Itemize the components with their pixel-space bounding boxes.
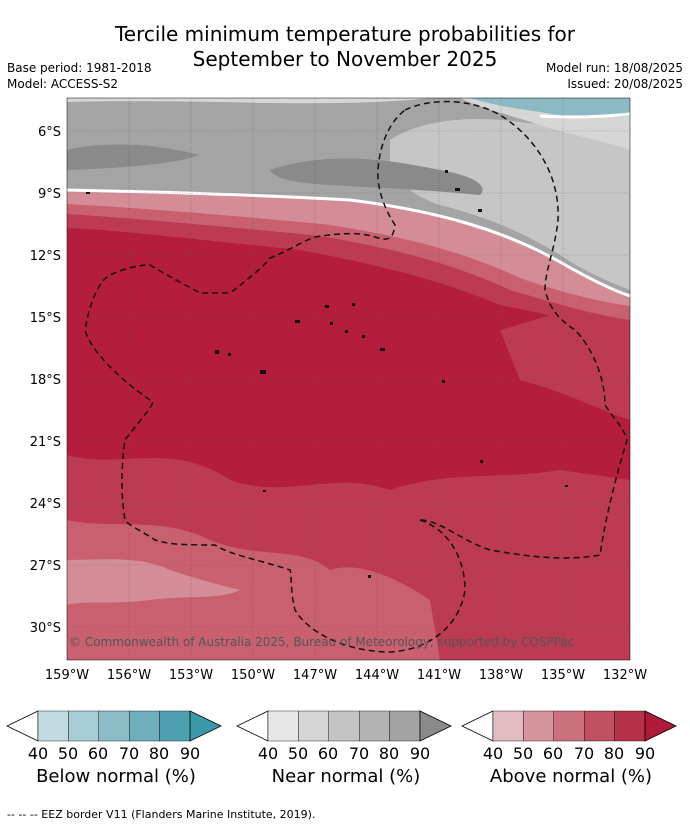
colorbar-segment [492,710,524,742]
region-below-60-ne [470,98,630,118]
title-line-2: September to November 2025 [192,47,498,71]
legend-tick: 60 [87,744,109,763]
region-above-60-north [67,190,630,306]
map-gridlines [67,98,630,660]
legend-ticks-below: 40 50 60 70 80 90 [6,744,226,764]
colorbar-segment [128,710,160,742]
legend-tick: 80 [603,744,625,763]
colorbar-segment [267,710,299,742]
lon-label-135w: 135°W [541,668,585,683]
tercile-boundary-line [67,188,630,298]
title-line-1: Tercile minimum temperature probabilitie… [114,22,576,46]
region-near-90-west [67,144,200,170]
forecast-map: © Commonwealth of Australia 2025, Bureau… [30,97,647,683]
lon-label-159w: 159°W [45,668,89,683]
chart-title: Tercile minimum temperature probabilitie… [0,22,690,72]
model-name: Model: ACCESS-S2 [7,77,119,91]
colorbar-segment [298,710,330,742]
lon-label-138w: 138°W [479,668,523,683]
region-near-60-upper [390,119,630,290]
legend-ticks-above: 40 50 60 70 80 90 [461,744,681,764]
colorbar-segment [389,710,421,742]
legend-tick: 70 [573,744,595,763]
tercile-boundary-line-ne [539,112,630,119]
region-near-90-band [270,158,483,195]
lat-label-12s: 12°S [30,249,61,264]
lat-label-9s: 9°S [38,187,61,202]
legend-tick: 50 [512,744,534,763]
map-fill-layer [67,98,630,660]
colorbar-segment [553,710,585,742]
legend-tick: 80 [378,744,400,763]
colorbar-above [461,710,677,742]
legend-below-normal: 40 50 60 70 80 90 Below normal (%) [6,708,226,787]
colorbar-extend-low [6,710,39,742]
meta-left: Base period: 1981-2018 Model: ACCESS-S2 [7,60,152,92]
region-above-80-east [500,307,630,420]
islands [86,170,568,578]
legend-near-normal: 40 50 60 70 80 90 Near normal (%) [236,708,456,787]
lon-label-156w: 156°W [107,668,151,683]
legend-tick: 50 [287,744,309,763]
lat-label-18s: 18°S [30,373,61,388]
region-near-50-top [67,98,430,104]
colorbar-extend-high [189,710,222,742]
colorbar-segment [98,710,130,742]
legend-tick: 40 [482,744,504,763]
legend-tick: 80 [148,744,170,763]
eez-footnote: -- -- -- EEZ border V11 (Flanders Marine… [7,808,316,821]
lon-label-147w: 147°W [293,668,337,683]
legend-tick: 50 [57,744,79,763]
lat-label-15s: 15°S [30,311,61,326]
colorbar-segment [523,710,555,742]
colorbar-extend-low [461,710,494,742]
legend-tick: 40 [27,744,49,763]
legend-tick: 70 [348,744,370,763]
issued-date: Issued: 20/08/2025 [567,77,683,91]
legend-tick: 40 [257,744,279,763]
colorbar-extend-low [236,710,269,742]
legend-tick: 60 [317,744,339,763]
legend-title-below: Below normal (%) [36,766,196,787]
legend-title-near: Near normal (%) [271,766,421,787]
legend-tick: 70 [118,744,140,763]
colorbar-segment [583,710,615,742]
lon-label-144w: 144°W [355,668,399,683]
lon-label-141w: 141°W [417,668,461,683]
colorbar-segment [68,710,100,742]
colorbar-segment [614,710,646,742]
lat-label-24s: 24°S [30,497,61,512]
legend-above-normal: 40 50 60 70 80 90 Above normal (%) [461,708,681,787]
lon-label-150w: 150°W [231,668,275,683]
region-above-70-south [67,520,440,660]
legend-tick: 90 [634,744,656,763]
lat-label-30s: 30°S [30,621,61,636]
legend-title-above: Above normal (%) [489,766,653,787]
colorbar-below [6,710,222,742]
region-above-80-north [67,205,630,330]
meta-right: Model run: 18/08/2025 Issued: 20/08/2025 [546,60,683,92]
lat-label-21s: 21°S [30,435,61,450]
colorbar-segment [159,710,191,742]
colorbar-segment [37,710,69,742]
model-run-date: Model run: 18/08/2025 [545,61,683,75]
base-period: Base period: 1981-2018 [7,61,152,75]
colorbar-segment [328,710,360,742]
lat-label-27s: 27°S [30,559,61,574]
copyright-text: © Commonwealth of Australia 2025, Bureau… [69,635,574,649]
legend-ticks-near: 40 50 60 70 80 90 [236,744,456,764]
colorbar-segment [358,710,390,742]
legend-tick: 60 [542,744,564,763]
map-frame [66,97,631,661]
legend-tick: 90 [179,744,201,763]
colorbar-extend-high [419,710,452,742]
lon-label-132w: 132°W [603,668,647,683]
lat-label-6s: 6°S [38,125,61,140]
colorbar-near [236,710,452,742]
lon-label-153w: 153°W [169,668,213,683]
eez-borders [84,100,628,653]
region-above-60-south [67,559,240,605]
colorbar-extend-high [644,710,677,742]
legend-tick: 90 [409,744,431,763]
